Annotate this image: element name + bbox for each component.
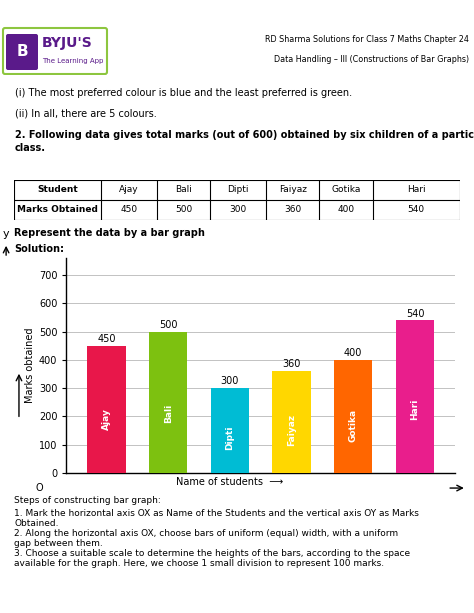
Text: 540: 540 (406, 308, 424, 319)
Text: BYJU'S: BYJU'S (42, 36, 93, 50)
Text: O: O (36, 483, 43, 493)
Text: Student: Student (37, 186, 78, 194)
Text: 500: 500 (175, 205, 192, 215)
Text: The Learning App: The Learning App (42, 58, 103, 64)
Text: Ajay: Ajay (102, 409, 111, 430)
Text: gap between them.: gap between them. (14, 539, 103, 548)
Text: Hari: Hari (410, 398, 419, 419)
Text: Gotika: Gotika (331, 186, 361, 194)
Text: Represent the data by a bar graph: Represent the data by a bar graph (14, 228, 205, 238)
Text: 2. Along the horizontal axis OX, choose bars of uniform (equal) width, with a un: 2. Along the horizontal axis OX, choose … (14, 529, 398, 538)
Bar (334, 360, 373, 473)
Text: 3. Choose a suitable scale to determine the heights of the bars, according to th: 3. Choose a suitable scale to determine … (14, 549, 410, 558)
Text: 300: 300 (221, 376, 239, 386)
Text: Gotika: Gotika (349, 409, 358, 442)
Text: (ii) In all, there are 5 colours.: (ii) In all, there are 5 colours. (15, 108, 157, 118)
Text: 400: 400 (344, 348, 363, 358)
Text: Dipti: Dipti (225, 425, 234, 449)
Bar (87, 346, 126, 473)
Text: 450: 450 (120, 205, 137, 215)
Text: (i) The most preferred colour is blue and the least preferred is green.: (i) The most preferred colour is blue an… (15, 88, 352, 98)
Bar (211, 388, 249, 473)
Text: 1. Mark the horizontal axis OX as Name of the Students and the vertical axis OY : 1. Mark the horizontal axis OX as Name o… (14, 509, 419, 518)
Text: Ajay: Ajay (119, 186, 139, 194)
Text: 360: 360 (284, 205, 301, 215)
Text: Steps of constructing bar graph:: Steps of constructing bar graph: (14, 496, 161, 505)
Text: Hari: Hari (407, 186, 426, 194)
Text: 2. Following data gives total marks (out of 600) obtained by six children of a p: 2. Following data gives total marks (out… (15, 130, 474, 153)
Text: Solution:: Solution: (14, 244, 64, 254)
Text: 300: 300 (229, 205, 247, 215)
Text: 540: 540 (408, 205, 425, 215)
Text: Name of students  ⟶: Name of students ⟶ (176, 477, 283, 487)
Text: 400: 400 (337, 205, 355, 215)
FancyBboxPatch shape (3, 28, 107, 74)
Bar (149, 332, 187, 473)
Text: B: B (16, 45, 28, 59)
Text: 450: 450 (97, 334, 116, 344)
Text: Obtained.: Obtained. (14, 519, 59, 528)
Bar (396, 320, 434, 473)
Text: Bali: Bali (175, 186, 192, 194)
Text: 360: 360 (283, 359, 301, 370)
Text: Faiyaz: Faiyaz (279, 186, 307, 194)
Text: Faiyaz: Faiyaz (287, 414, 296, 446)
Text: available for the graph. Here, we choose 1 small division to represent 100 marks: available for the graph. Here, we choose… (14, 559, 384, 568)
Text: Data Handling – III (Constructions of Bar Graphs): Data Handling – III (Constructions of Ba… (274, 55, 469, 64)
Text: RD Sharma Solutions for Class 7 Maths Chapter 24: RD Sharma Solutions for Class 7 Maths Ch… (265, 36, 469, 45)
Y-axis label: Marks obtained: Marks obtained (25, 328, 35, 403)
Text: Bali: Bali (164, 404, 173, 423)
Text: 500: 500 (159, 320, 177, 330)
Bar (273, 371, 310, 473)
Text: Marks Obtained: Marks Obtained (17, 205, 98, 215)
Text: y: y (3, 229, 9, 238)
Text: Dipti: Dipti (228, 186, 249, 194)
FancyBboxPatch shape (6, 34, 38, 70)
